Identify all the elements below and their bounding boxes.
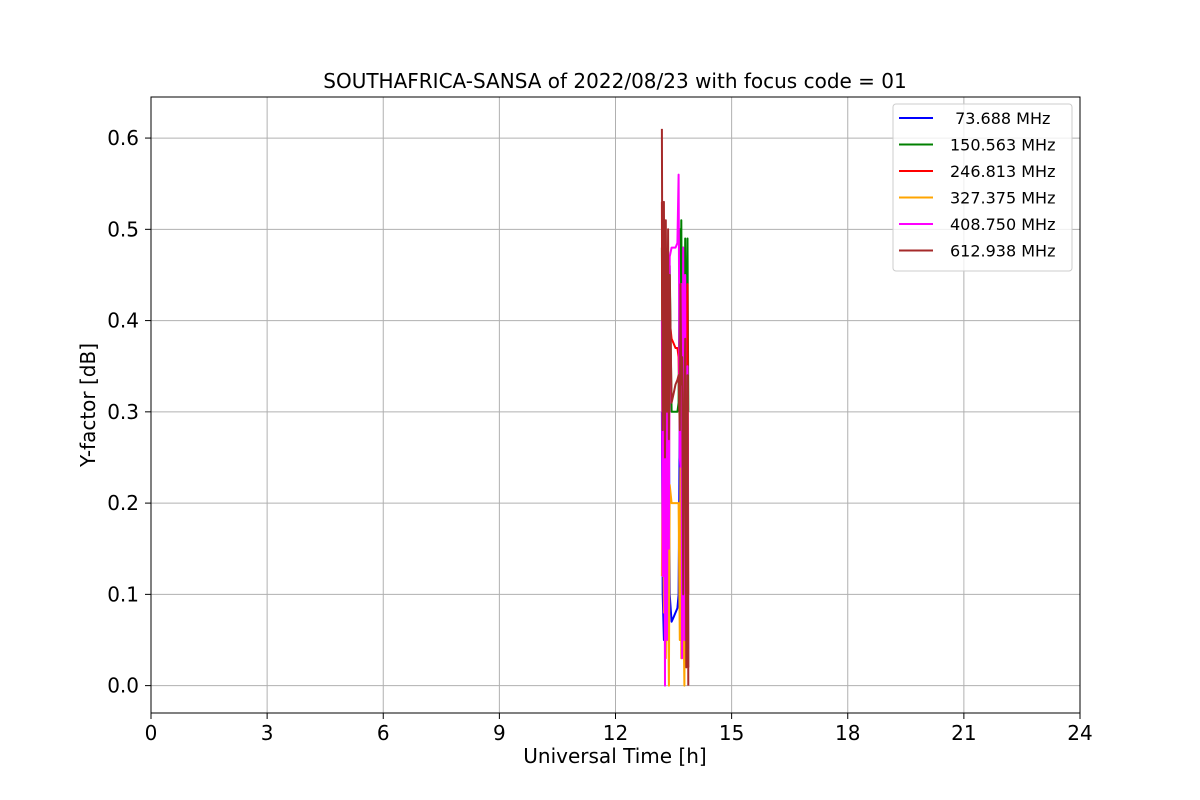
grid [150,97,1081,713]
y-tick-label: 0.0 [107,674,139,698]
x-tick-label: 18 [835,721,860,745]
legend-label: 408.750 MHz [950,215,1055,234]
y-tick-label: 0.3 [107,400,139,424]
x-tick-label: 0 [145,721,158,745]
y-axis-label: Y-factor [dB] [76,343,100,468]
y-tick-label: 0.1 [107,582,139,606]
y-tick-label: 0.6 [107,126,139,150]
x-tick-label: 9 [493,721,506,745]
legend-frame [892,103,1073,272]
legend-label: 73.688 MHz [950,109,1050,128]
chart-title: SOUTHAFRICA-SANSA of 2022/08/23 with foc… [323,69,907,93]
x-tick-label: 12 [603,721,628,745]
x-tick-label: 24 [1067,721,1092,745]
legend-label: 327.375 MHz [950,189,1055,208]
x-tick-label: 15 [719,721,744,745]
ticks: 0 3 6 9 12 15 18 21 24 0.0 0.1 0.2 0.3 0.4 0.5 0.6 [107,126,1093,745]
y-tick-label: 0.4 [107,309,139,333]
x-axis-label: Universal Time [h] [523,744,706,768]
legend-label: 612.938 MHz [950,242,1055,261]
legend-label: 150.563 MHz [950,136,1055,155]
y-tick-label: 0.5 [107,217,139,241]
legend: 73.688 MHz 150.563 MHz 246.813 MHz 327.375 … [892,103,1073,272]
series-line-5 [660,128,690,686]
x-tick-label: 21 [951,721,976,745]
x-tick-label: 3 [261,721,274,745]
legend-label: 246.813 MHz [950,162,1055,181]
y-tick-label: 0.2 [107,491,139,515]
x-tick-label: 6 [377,721,390,745]
series-layer [660,128,690,687]
